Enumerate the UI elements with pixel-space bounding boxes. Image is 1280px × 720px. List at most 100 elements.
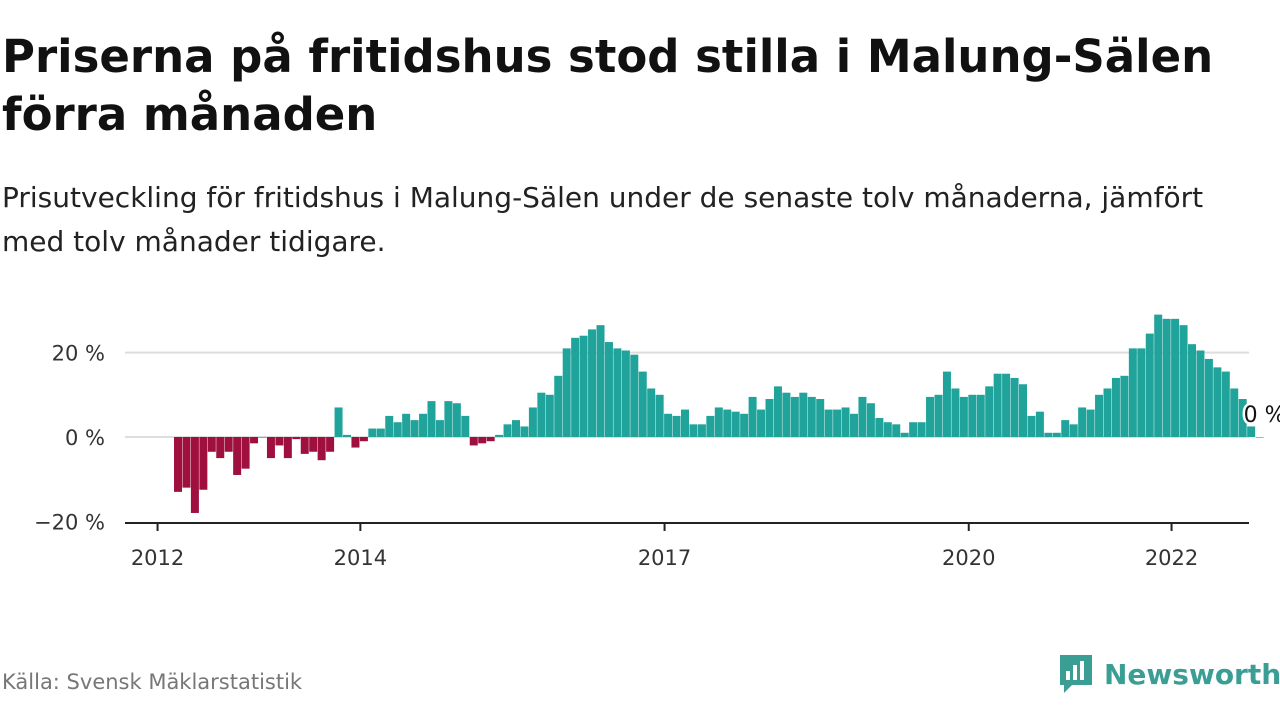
bar (554, 375, 563, 437)
bar (1196, 350, 1205, 437)
bar (1238, 399, 1247, 437)
bar (799, 392, 808, 437)
brand-logo[interactable]: Newsworthy (1058, 653, 1280, 695)
bar (765, 399, 774, 437)
bar (1027, 415, 1036, 437)
bar (199, 437, 208, 490)
bar (512, 420, 520, 437)
bar (596, 325, 605, 437)
bar (850, 413, 858, 437)
bar (368, 428, 377, 437)
bar (216, 437, 225, 459)
bar (537, 392, 546, 437)
bar (241, 437, 250, 469)
bar (748, 396, 757, 437)
bar (1145, 333, 1154, 437)
bar (833, 409, 842, 437)
bar (503, 424, 512, 437)
bar (562, 348, 571, 437)
source-note: Källa: Svensk Mäklarstatistik (2, 670, 303, 694)
bar (1137, 348, 1146, 437)
bar (1010, 377, 1019, 437)
bar (723, 409, 732, 437)
bar (207, 437, 216, 452)
bar (435, 420, 444, 437)
bar (334, 407, 343, 437)
bar (968, 394, 977, 437)
bar (571, 337, 580, 437)
bar (604, 342, 613, 437)
bar (283, 437, 292, 459)
bar (376, 428, 385, 437)
bar (1120, 375, 1129, 437)
bar (689, 424, 698, 437)
bar (1154, 314, 1163, 437)
bar (917, 422, 926, 437)
bar (452, 403, 461, 437)
bar-chart: −20 % 0 % 20 % 2012 2014 2017 2020 2022 0 % (34, 314, 1280, 570)
bar (469, 437, 478, 446)
bar (495, 434, 504, 437)
bar (486, 437, 495, 442)
bar (520, 426, 529, 437)
bar (233, 437, 242, 475)
bar (545, 394, 554, 437)
bar (664, 413, 673, 437)
bar (1019, 384, 1027, 437)
x-tick-label: 2014 (334, 546, 387, 570)
bar (309, 437, 318, 452)
bar (343, 434, 351, 437)
bar (359, 437, 368, 442)
bar (190, 437, 199, 513)
bar (1069, 424, 1078, 437)
bar (579, 335, 588, 437)
bar (934, 394, 943, 437)
bar (900, 432, 909, 437)
bar (706, 415, 715, 437)
bar (1221, 371, 1230, 437)
bar (292, 437, 301, 440)
bar (1128, 348, 1137, 437)
bar (1247, 426, 1256, 437)
bar (630, 354, 639, 437)
chart-title: Priserna på fritidshus stod stilla i Mal… (2, 30, 1214, 141)
bar (993, 373, 1002, 437)
bar (461, 415, 470, 437)
bar (757, 409, 766, 437)
bar (427, 401, 436, 437)
x-tick-label: 2022 (1145, 546, 1198, 570)
bar (858, 396, 867, 437)
bar (588, 329, 597, 437)
x-tick-label: 2012 (131, 546, 184, 570)
bar (1086, 409, 1095, 437)
bar (1179, 325, 1188, 437)
bar (410, 420, 419, 437)
y-tick-label: 20 % (52, 342, 105, 366)
bar (1213, 367, 1222, 437)
bar (816, 399, 825, 437)
brand-name: Newsworthy (1104, 657, 1280, 691)
bar (419, 413, 428, 437)
bar (959, 396, 968, 437)
bar (1061, 420, 1070, 437)
bar (1078, 407, 1087, 437)
bar (985, 386, 994, 437)
bar (714, 407, 723, 437)
bar (444, 401, 453, 437)
bar (224, 437, 233, 452)
bar (655, 394, 664, 437)
bar (393, 422, 402, 437)
bar (385, 415, 394, 437)
chart-subtitle: Prisutveckling för fritidshus i Malung-S… (2, 181, 1204, 258)
bar (697, 424, 706, 437)
bar (326, 437, 335, 452)
bar (1111, 377, 1120, 437)
bar (976, 394, 985, 437)
bar (875, 418, 884, 437)
bar-chart-logo-icon (1060, 655, 1092, 693)
bar (351, 437, 360, 448)
bar (740, 413, 749, 437)
bar (613, 348, 622, 437)
bar (1188, 344, 1196, 437)
last-value-label: 0 % (1244, 403, 1280, 428)
